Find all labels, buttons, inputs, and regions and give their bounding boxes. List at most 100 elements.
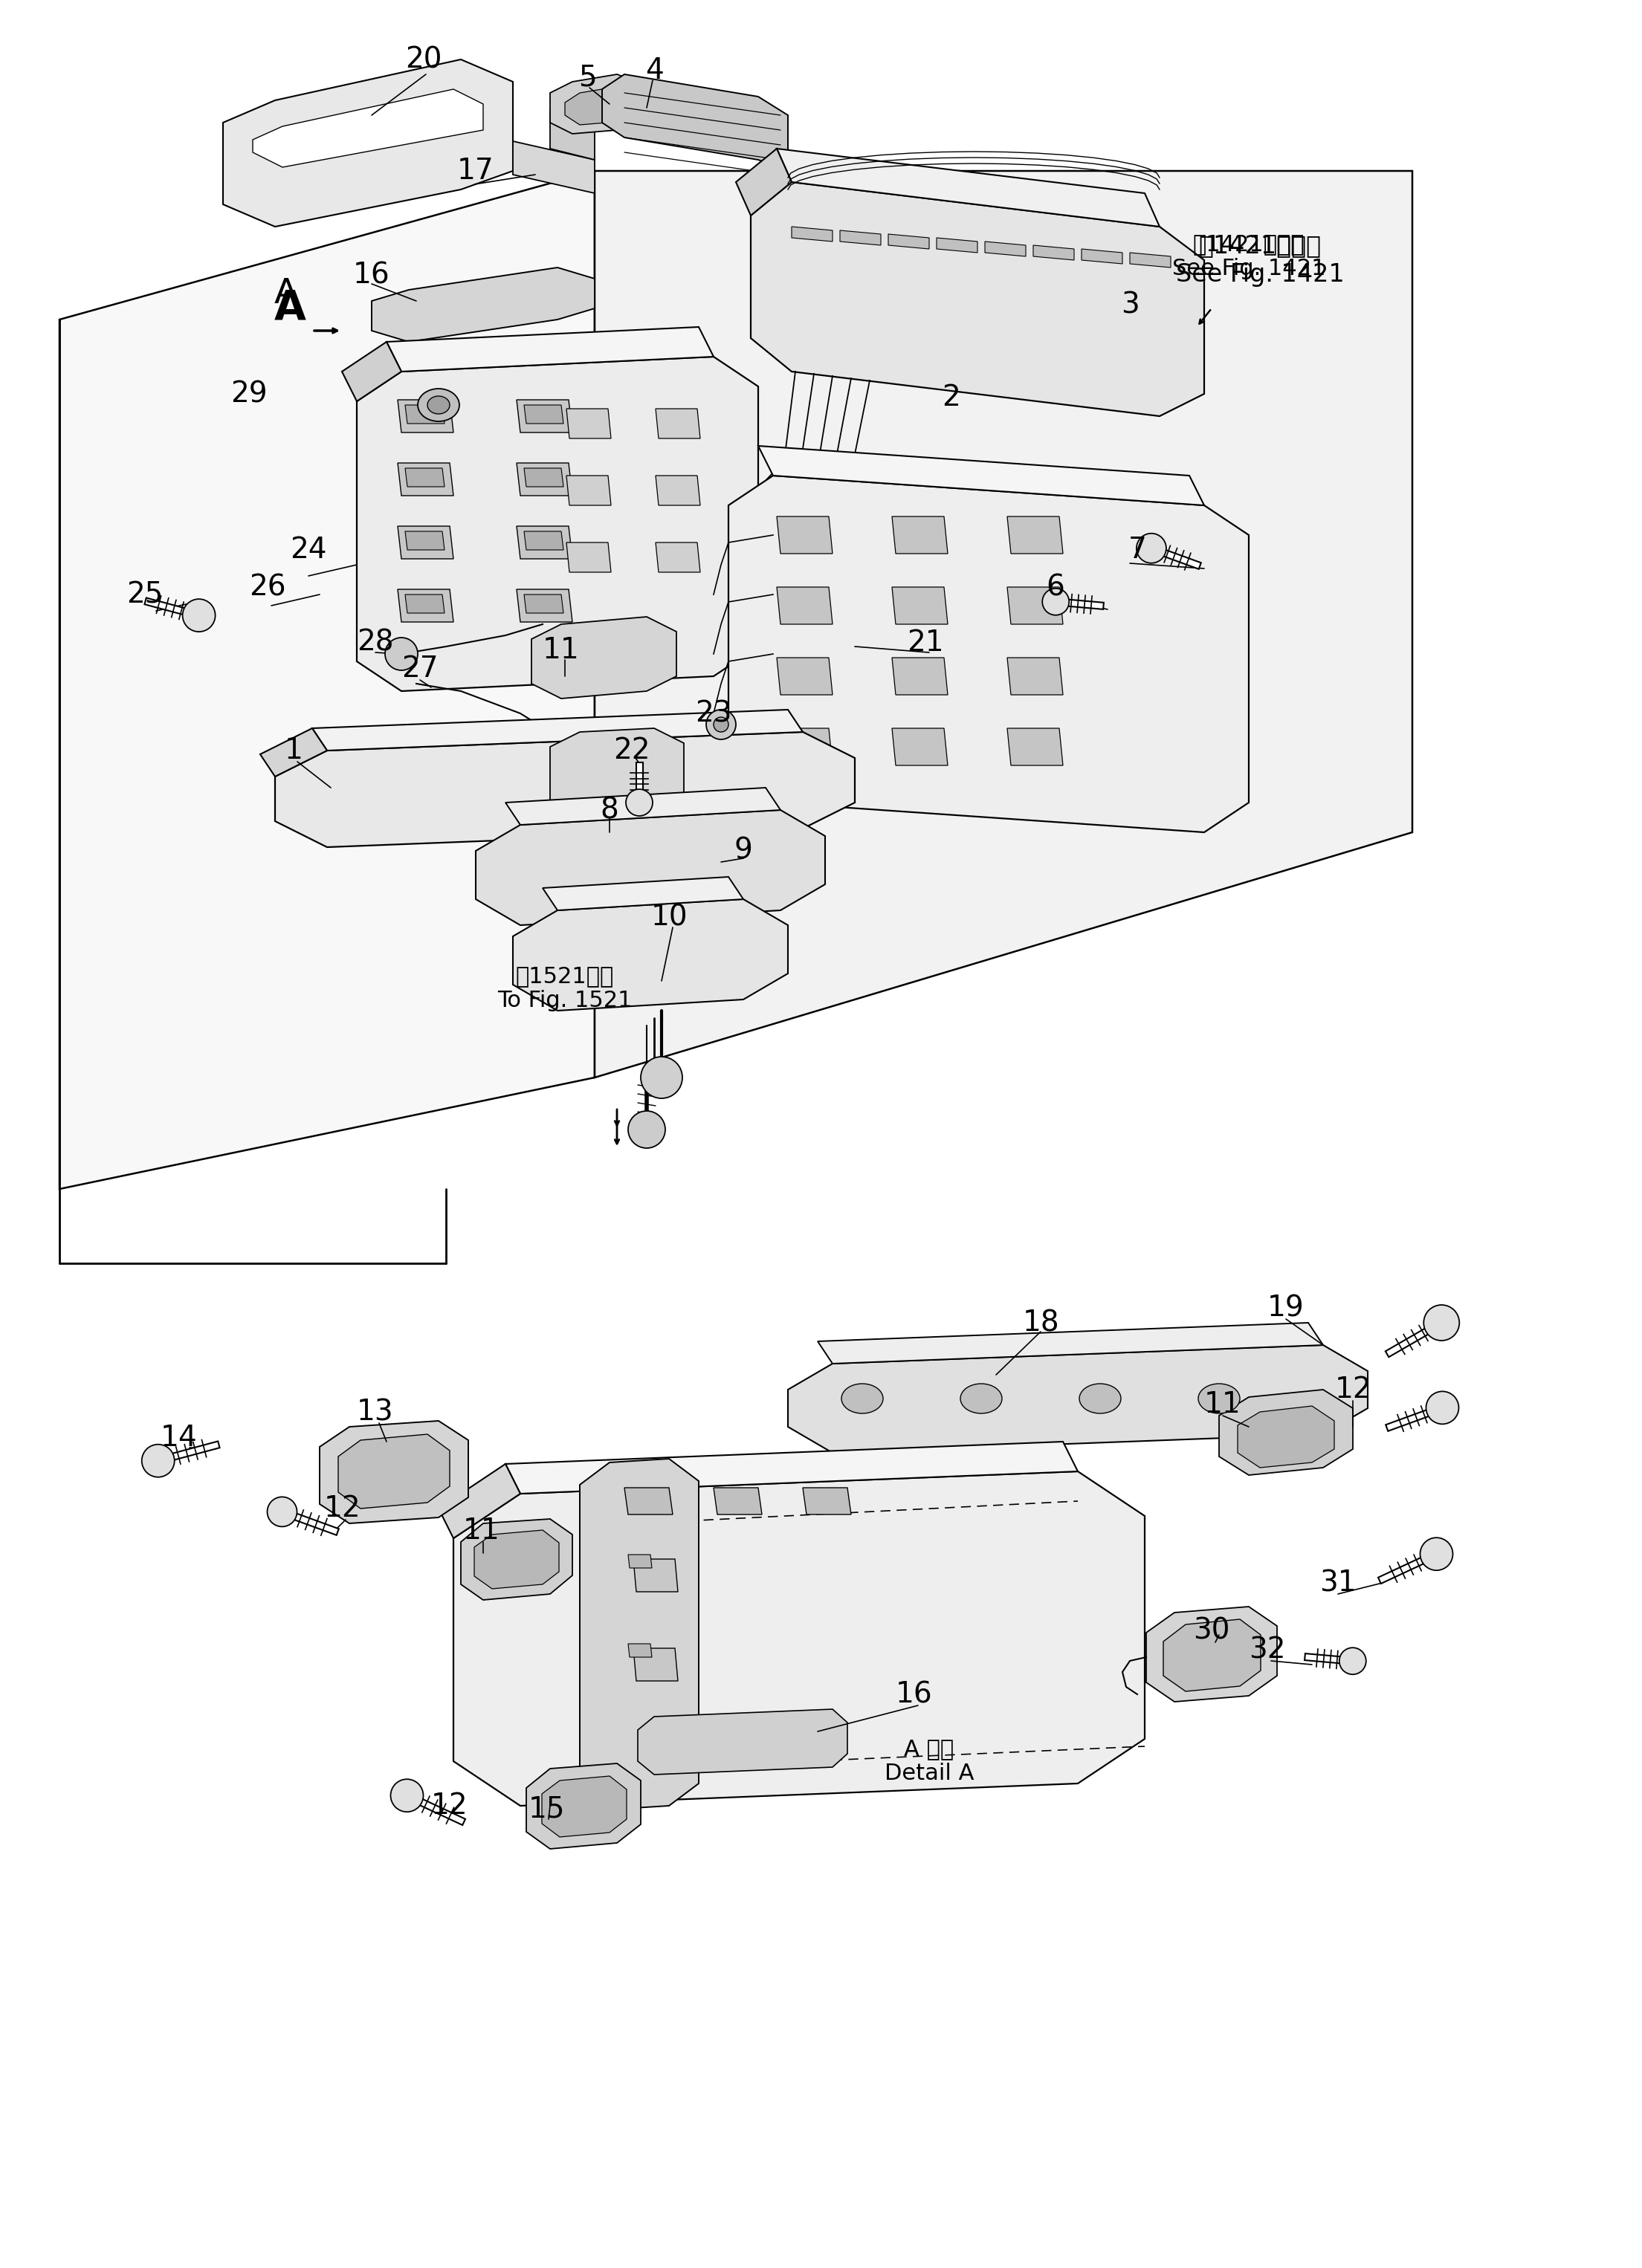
Ellipse shape <box>841 1383 883 1413</box>
Polygon shape <box>603 75 788 170</box>
Polygon shape <box>550 75 647 134</box>
Text: 31: 31 <box>1320 1569 1356 1597</box>
Text: 7: 7 <box>1128 535 1146 565</box>
Polygon shape <box>338 1433 450 1508</box>
Polygon shape <box>371 268 594 342</box>
Polygon shape <box>629 1644 652 1658</box>
Polygon shape <box>406 594 445 612</box>
Text: 5: 5 <box>578 64 596 93</box>
Polygon shape <box>788 1345 1368 1454</box>
Polygon shape <box>223 59 512 227</box>
Text: 11: 11 <box>463 1517 501 1545</box>
Text: 20: 20 <box>406 45 442 73</box>
Polygon shape <box>624 1488 673 1515</box>
Polygon shape <box>777 587 832 624</box>
Text: 30: 30 <box>1194 1617 1230 1644</box>
Polygon shape <box>1007 728 1062 764</box>
Polygon shape <box>637 1710 847 1774</box>
Polygon shape <box>566 542 611 572</box>
Text: A: A <box>274 288 305 329</box>
Polygon shape <box>777 150 1159 227</box>
Text: 6: 6 <box>1046 574 1064 601</box>
Text: 12: 12 <box>1335 1374 1371 1404</box>
Polygon shape <box>759 447 1204 506</box>
Polygon shape <box>750 181 1204 415</box>
Text: 23: 23 <box>695 699 732 728</box>
Polygon shape <box>1007 658 1062 694</box>
Text: 11: 11 <box>544 635 580 665</box>
Polygon shape <box>312 710 803 751</box>
Polygon shape <box>1218 1390 1353 1474</box>
Ellipse shape <box>1420 1538 1453 1569</box>
Text: 11: 11 <box>1204 1390 1241 1418</box>
Text: 13: 13 <box>356 1397 394 1427</box>
Polygon shape <box>397 463 453 497</box>
Polygon shape <box>406 531 445 549</box>
Text: 26: 26 <box>250 574 286 601</box>
Polygon shape <box>892 587 947 624</box>
Polygon shape <box>1238 1406 1335 1467</box>
Text: 1: 1 <box>284 737 302 764</box>
Polygon shape <box>59 170 594 1188</box>
Polygon shape <box>524 531 563 549</box>
Polygon shape <box>550 111 594 159</box>
Text: 4: 4 <box>645 57 663 84</box>
Text: 22: 22 <box>614 737 650 764</box>
Polygon shape <box>985 240 1026 256</box>
Polygon shape <box>542 878 744 909</box>
Ellipse shape <box>391 1778 424 1812</box>
Ellipse shape <box>706 710 736 739</box>
Polygon shape <box>550 728 683 821</box>
Ellipse shape <box>1340 1647 1366 1674</box>
Polygon shape <box>729 476 1250 832</box>
Polygon shape <box>397 399 453 433</box>
Ellipse shape <box>182 599 215 633</box>
Ellipse shape <box>1424 1304 1460 1340</box>
Polygon shape <box>506 787 780 826</box>
Polygon shape <box>397 590 453 621</box>
Polygon shape <box>791 227 832 240</box>
Ellipse shape <box>268 1497 297 1526</box>
Polygon shape <box>841 231 880 245</box>
Polygon shape <box>566 408 611 438</box>
Polygon shape <box>655 476 699 506</box>
Polygon shape <box>524 467 563 488</box>
Text: 14: 14 <box>159 1424 197 1452</box>
Text: 第1421図参照
See Fig. 1421: 第1421図参照 See Fig. 1421 <box>1172 234 1325 279</box>
Ellipse shape <box>417 388 460 422</box>
Ellipse shape <box>141 1445 174 1476</box>
Polygon shape <box>892 517 947 553</box>
Polygon shape <box>818 1322 1323 1363</box>
Polygon shape <box>777 517 832 553</box>
Ellipse shape <box>626 789 652 816</box>
Polygon shape <box>517 463 573 497</box>
Polygon shape <box>274 733 855 848</box>
Polygon shape <box>1033 245 1074 261</box>
Ellipse shape <box>714 717 729 733</box>
Text: 21: 21 <box>906 628 944 658</box>
Polygon shape <box>777 658 832 694</box>
Text: 10: 10 <box>650 903 688 932</box>
Polygon shape <box>1007 587 1062 624</box>
Text: 25: 25 <box>126 581 163 608</box>
Polygon shape <box>565 86 635 125</box>
Polygon shape <box>634 1558 678 1592</box>
Text: 12: 12 <box>432 1792 468 1819</box>
Polygon shape <box>580 1458 699 1810</box>
Text: 第1421図参照
See Fig. 1421: 第1421図参照 See Fig. 1421 <box>1176 234 1345 286</box>
Polygon shape <box>1163 1619 1261 1692</box>
Text: 29: 29 <box>230 379 268 408</box>
Polygon shape <box>406 406 445 424</box>
Text: 3: 3 <box>1120 290 1140 320</box>
Ellipse shape <box>629 1111 665 1148</box>
Ellipse shape <box>384 637 417 671</box>
Polygon shape <box>342 342 401 401</box>
Polygon shape <box>461 1520 573 1599</box>
Polygon shape <box>777 728 832 764</box>
Polygon shape <box>714 1488 762 1515</box>
Polygon shape <box>1130 252 1171 268</box>
Text: 16: 16 <box>353 261 391 288</box>
Polygon shape <box>438 1463 521 1538</box>
Text: 32: 32 <box>1250 1635 1286 1665</box>
Polygon shape <box>1007 517 1062 553</box>
